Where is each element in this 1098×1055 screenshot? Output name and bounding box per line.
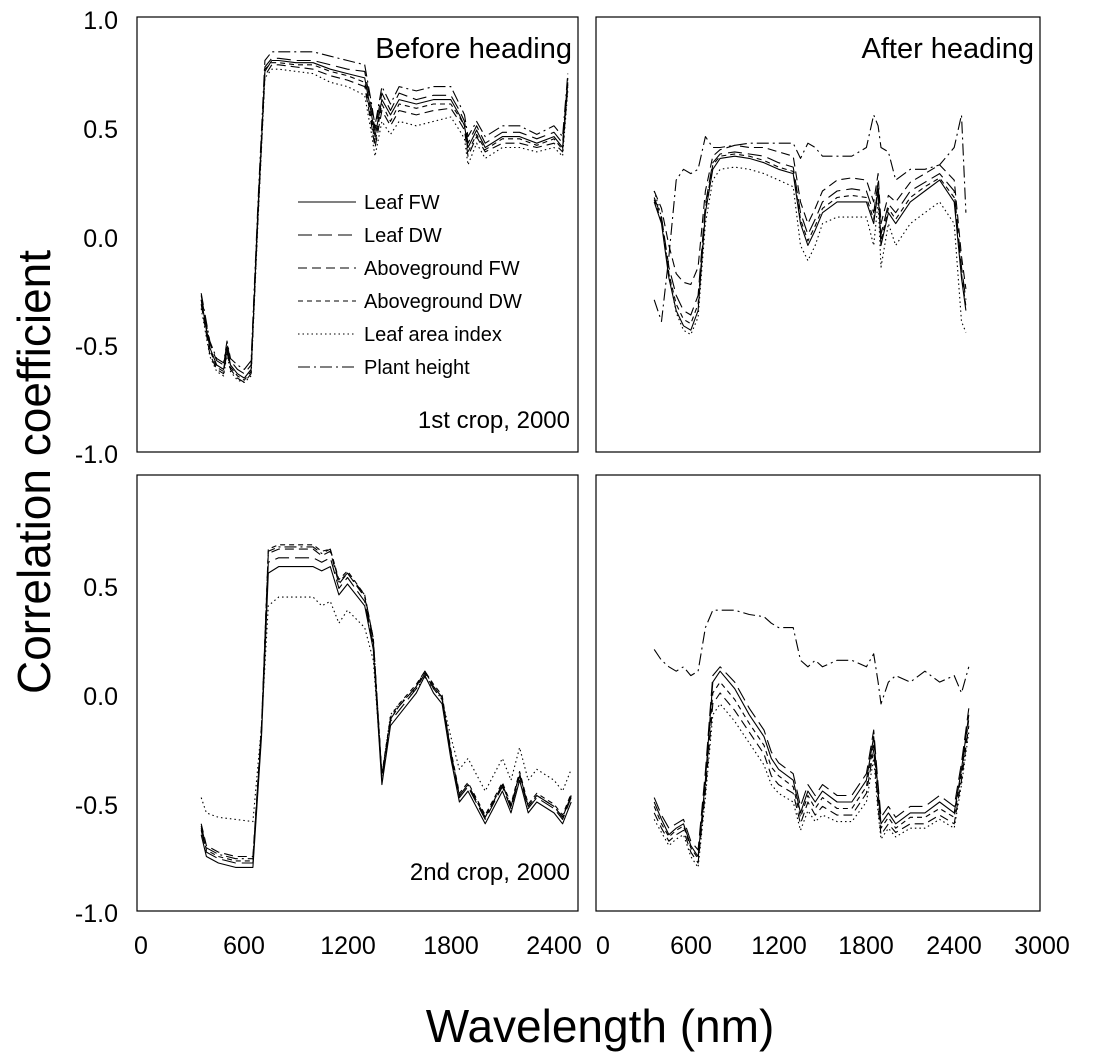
y-tick-label: 0.5 <box>83 116 118 144</box>
series-line-leaf-area-index <box>653 703 970 868</box>
x-tick-label: 2400 <box>926 932 982 960</box>
series-line-aboveground-fw <box>200 64 569 383</box>
series-line-plant-height <box>653 609 970 705</box>
legend-label: Leaf FW <box>364 192 440 214</box>
y-tick-label: -1.0 <box>75 441 118 469</box>
y-tick-label: -1.0 <box>75 900 118 928</box>
panel-top-left-frame <box>136 16 579 453</box>
series-line-plant-height <box>200 546 572 860</box>
y-tick-label: 0.5 <box>83 574 118 602</box>
x-tick-label: 1800 <box>838 932 894 960</box>
y-tick-label: 1.0 <box>83 7 118 35</box>
series-line-aboveground-dw <box>200 62 569 381</box>
x-tick-label: 600 <box>223 932 265 960</box>
crop-label-2nd: 2nd crop, 2000 <box>410 859 570 886</box>
panel-bottom-left-series <box>200 544 572 868</box>
x-tick-label: 0 <box>134 932 148 960</box>
x-axis-title: Wavelength (nm) <box>426 1000 775 1052</box>
panel-bottom-left-frame <box>136 474 579 912</box>
x-tick-label: 600 <box>670 932 712 960</box>
y-tick-label: 0.0 <box>83 225 118 253</box>
x-ticks-right: 0 600 1200 1800 2400 3000 <box>596 932 1070 960</box>
series-line-leaf-fw <box>200 59 569 379</box>
panel-top-right-series <box>653 114 967 336</box>
series-line-leaf-fw <box>653 155 967 331</box>
series-line-aboveground-dw <box>653 153 967 325</box>
legend-label: Leaf area index <box>364 324 502 346</box>
series-line-leaf-fw <box>653 670 970 858</box>
x-tick-label: 3000 <box>1014 932 1070 960</box>
series-line-plant-height <box>200 51 569 370</box>
x-tick-label: 2400 <box>526 932 582 960</box>
series-line-leaf-dw <box>653 151 967 316</box>
series-line-leaf-fw <box>200 566 572 868</box>
x-tick-label: 1800 <box>423 932 479 960</box>
series-line-leaf-dw <box>653 666 970 851</box>
series-line-plant-height <box>653 114 967 323</box>
legend-label: Aboveground DW <box>364 291 522 313</box>
x-tick-label: 1200 <box>751 932 807 960</box>
legend-label: Leaf DW <box>364 225 442 247</box>
series-line-aboveground-dw <box>653 681 970 860</box>
y-tick-label: -0.5 <box>75 792 118 820</box>
series-layer <box>200 51 970 868</box>
y-tick-label: -0.5 <box>75 333 118 361</box>
y-axis-title: Correlation coefficient <box>8 250 60 694</box>
series-line-leaf-dw <box>200 57 569 375</box>
x-ticks-left: 0 600 1200 1800 2400 <box>134 932 582 960</box>
series-line-aboveground-fw <box>653 692 970 864</box>
crop-label-1st: 1st crop, 2000 <box>418 407 570 434</box>
legend-label: Plant height <box>364 357 470 379</box>
y-tick-label: 0.0 <box>83 683 118 711</box>
panel-title-after-heading: After heading <box>861 33 1034 65</box>
legend: Leaf FW Leaf DW Aboveground FW Abovegrou… <box>298 192 522 379</box>
series-line-leaf-area-index <box>653 166 967 336</box>
series-line-aboveground-fw <box>200 548 572 858</box>
legend-label: Aboveground FW <box>364 258 520 280</box>
y-ticks-top: 1.0 0.5 0.0 -0.5 -1.0 <box>75 7 118 469</box>
panel-bottom-right-series <box>653 609 970 868</box>
panel-bottom-right-frame <box>595 474 1041 912</box>
x-tick-label: 1200 <box>320 932 376 960</box>
series-line-aboveground-fw <box>653 144 967 289</box>
panel-top-right-frame <box>595 16 1041 453</box>
x-tick-label: 0 <box>596 932 610 960</box>
y-ticks-bottom: 0.5 0.0 -0.5 -1.0 <box>75 574 118 928</box>
panel-top-left-series <box>200 51 569 383</box>
panel-title-before-heading: Before heading <box>375 33 572 65</box>
